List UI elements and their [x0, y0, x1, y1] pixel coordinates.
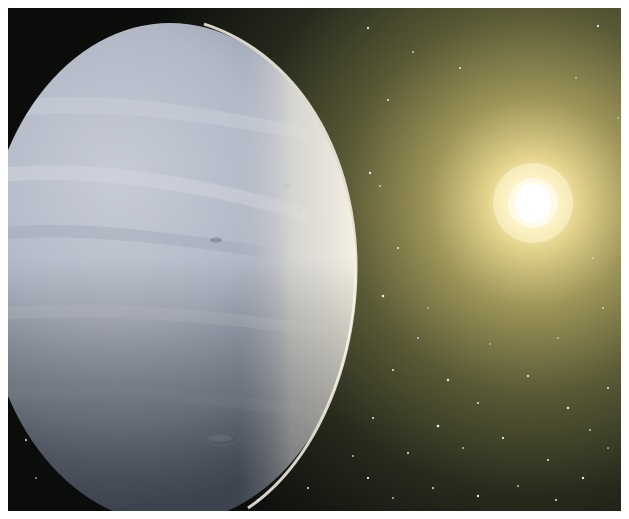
- background-stars: [25, 24, 619, 501]
- planet-rim: [203, 22, 358, 510]
- space-scene: [8, 8, 621, 511]
- star: [493, 163, 573, 243]
- planet: [8, 22, 358, 511]
- image-frame: [8, 8, 621, 511]
